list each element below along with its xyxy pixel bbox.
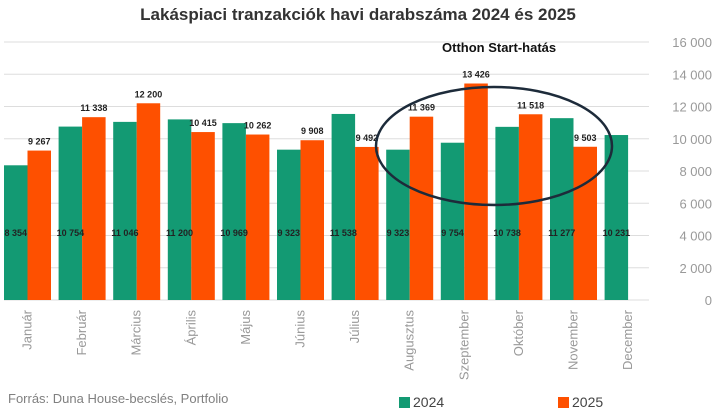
bar-2024-1 [4, 165, 28, 300]
data-label-2024: 10 231 [603, 228, 631, 238]
data-label-2025: 11 518 [517, 100, 544, 110]
y-tick-label: 12 000 [672, 100, 712, 115]
annotation-ellipse [374, 85, 614, 207]
bar-2024-5 [222, 123, 246, 300]
y-tick-label: 6 000 [679, 196, 712, 211]
bar-2024-9 [440, 142, 465, 300]
bar-2025-1 [27, 150, 51, 300]
data-label-2024: 10 754 [57, 228, 85, 238]
legend-item-2024: 2024 [399, 394, 444, 410]
bar-2025-2 [82, 117, 106, 301]
data-label-2025: 13 426 [462, 70, 490, 80]
x-tick-label: Február [74, 309, 89, 355]
bar-2024-6 [277, 149, 301, 300]
x-tick-label: Május [238, 310, 253, 345]
y-tick-label: 2 000 [679, 261, 712, 276]
data-label-2024: 9 754 [441, 228, 464, 238]
x-tick-label: Szeptember [456, 309, 471, 380]
x-tick-label: December [620, 309, 635, 370]
data-label-2025: 11 338 [80, 103, 107, 113]
x-tick-label: Október [511, 309, 526, 356]
x-tick-label: Augusztus [402, 310, 417, 371]
data-label-2025: 10 262 [244, 121, 272, 131]
bar-2025-5 [245, 134, 270, 300]
bar-2024-7 [331, 113, 356, 300]
y-tick-label: 16 000 [672, 35, 712, 50]
bar-2024-10 [495, 126, 519, 300]
x-tick-label: Június [293, 310, 308, 348]
bar-2025-11 [573, 146, 597, 300]
data-label-2024: 8 354 [4, 228, 27, 238]
bar-2025-9 [464, 83, 488, 300]
y-tick-label: 8 000 [679, 164, 712, 179]
y-tick-label: 4 000 [679, 229, 712, 244]
data-label-2025: 9 908 [301, 126, 324, 136]
bar-2025-6 [300, 140, 324, 300]
bar-2024-11 [550, 118, 574, 300]
data-label-2024: 9 323 [387, 228, 410, 238]
bar-2024-8 [386, 149, 410, 300]
data-label-2025: 9 267 [28, 137, 51, 147]
y-tick-label: 14 000 [672, 67, 712, 82]
x-tick-label: Április [183, 310, 198, 346]
legend-item-2025: 2025 [558, 394, 603, 410]
bar-2024-12 [604, 135, 629, 300]
y-tick-label: 0 [705, 293, 712, 308]
source-note: Forrás: Duna House-becslés, Portfolio [8, 391, 229, 406]
data-label-2025: 12 200 [135, 89, 163, 99]
x-tick-label: November [566, 309, 581, 370]
bar-2025-4 [191, 132, 215, 300]
x-tick-label: Január [20, 309, 35, 349]
annotation-label: Otthon Start-hatás [442, 40, 557, 55]
data-label-2024: 10 738 [493, 228, 521, 238]
legend-swatch-2024 [399, 396, 410, 408]
chart-title: Lakáspiaci tranzakciók havi darabszáma 2… [140, 5, 576, 24]
x-tick-label: Március [129, 310, 144, 356]
bar-2025-8 [409, 116, 434, 301]
bar-2025-3 [136, 103, 161, 301]
x-tick-label: Július [347, 310, 362, 344]
data-label-2025: 10 415 [189, 118, 217, 128]
bar-2024-4 [167, 119, 192, 301]
bar-2024-3 [113, 121, 137, 301]
bar-2025-10 [518, 114, 543, 300]
data-label-2024: 11 046 [111, 228, 138, 238]
data-label-2025: 9 503 [574, 133, 597, 143]
data-label-2024: 10 969 [220, 228, 248, 238]
legend-swatch-2025 [558, 396, 569, 408]
bar-2024-2 [58, 126, 83, 300]
data-label-2024: 11 538 [330, 228, 357, 238]
y-tick-label: 10 000 [672, 132, 712, 147]
data-label-2025: 9 492 [356, 133, 379, 143]
bar-2025-7 [355, 146, 379, 300]
data-label-2025: 11 369 [408, 103, 435, 113]
data-label-2024: 11 200 [166, 228, 193, 238]
legend-label-2024: 2024 [413, 394, 445, 410]
data-label-2024: 11 277 [548, 228, 575, 238]
legend-label-2025: 2025 [572, 394, 604, 410]
data-label-2024: 9 323 [277, 228, 300, 238]
